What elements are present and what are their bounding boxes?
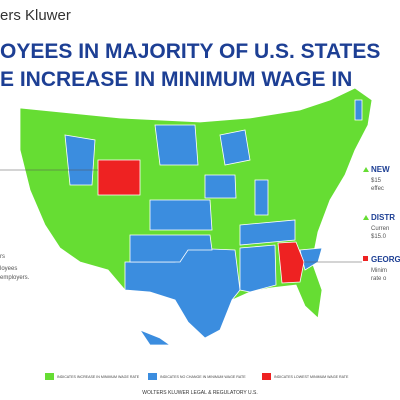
state-no-change bbox=[204, 174, 237, 199]
callout-text: $15.0 bbox=[371, 234, 387, 240]
us-map bbox=[0, 87, 373, 346]
state-no-change bbox=[64, 134, 96, 186]
legend-label: INDICATES LOWEST MINIMUM WAGE RATE bbox=[274, 375, 349, 379]
callout-title: GEORG bbox=[371, 255, 400, 264]
state-lowest bbox=[97, 159, 141, 196]
state-no-change bbox=[149, 199, 213, 231]
state-no-change bbox=[239, 219, 296, 246]
callout-text: rs bbox=[0, 254, 5, 260]
right-callouts: NEW $15 effec DISTR Curren $15.0 GEORG M… bbox=[363, 165, 400, 282]
legend-swatch bbox=[262, 373, 271, 380]
state-no-change bbox=[254, 179, 269, 216]
callout-title: DISTR bbox=[371, 213, 395, 222]
state-no-change bbox=[219, 129, 251, 166]
callout-text: employers. bbox=[0, 275, 30, 281]
state-no-change bbox=[354, 99, 363, 121]
callout-text: $15 bbox=[371, 178, 382, 184]
arrow-icon bbox=[363, 215, 369, 220]
legend-label: INDICATES INCREASE IN MINIMUM WAGE RATE bbox=[57, 375, 140, 379]
callout-text: loyees bbox=[0, 266, 17, 272]
callout-text: effec bbox=[371, 186, 384, 192]
title-line: E INCREASE IN MINIMUM WAGE IN bbox=[0, 68, 352, 91]
title-line: OYEES IN MAJORITY OF U.S. STATES bbox=[0, 40, 380, 63]
state-no-change bbox=[129, 234, 213, 263]
callout-title: NEW bbox=[371, 165, 390, 174]
legend-label: INDICATES NO CHANGE IN MINIMUM WAGE RATE bbox=[160, 375, 246, 379]
legend: INDICATES INCREASE IN MINIMUM WAGE RATE … bbox=[45, 373, 349, 380]
square-icon bbox=[363, 256, 368, 261]
state-no-change bbox=[154, 124, 199, 166]
callout-text: rate o bbox=[371, 276, 387, 282]
state-no-change bbox=[239, 244, 277, 293]
callout-text: Curren bbox=[371, 226, 389, 232]
footer: WOLTERS KLUWER LEGAL & REGULATORY U.S. bbox=[142, 390, 258, 396]
state-no-change bbox=[138, 329, 172, 346]
logo: ers Kluwer bbox=[0, 7, 71, 24]
state-lowest bbox=[277, 241, 305, 284]
arrow-icon bbox=[363, 167, 369, 172]
legend-swatch bbox=[148, 373, 157, 380]
legend-swatch bbox=[45, 373, 54, 380]
left-callout: rs loyees employers. bbox=[0, 254, 30, 281]
callout-text: Minim bbox=[371, 268, 387, 274]
